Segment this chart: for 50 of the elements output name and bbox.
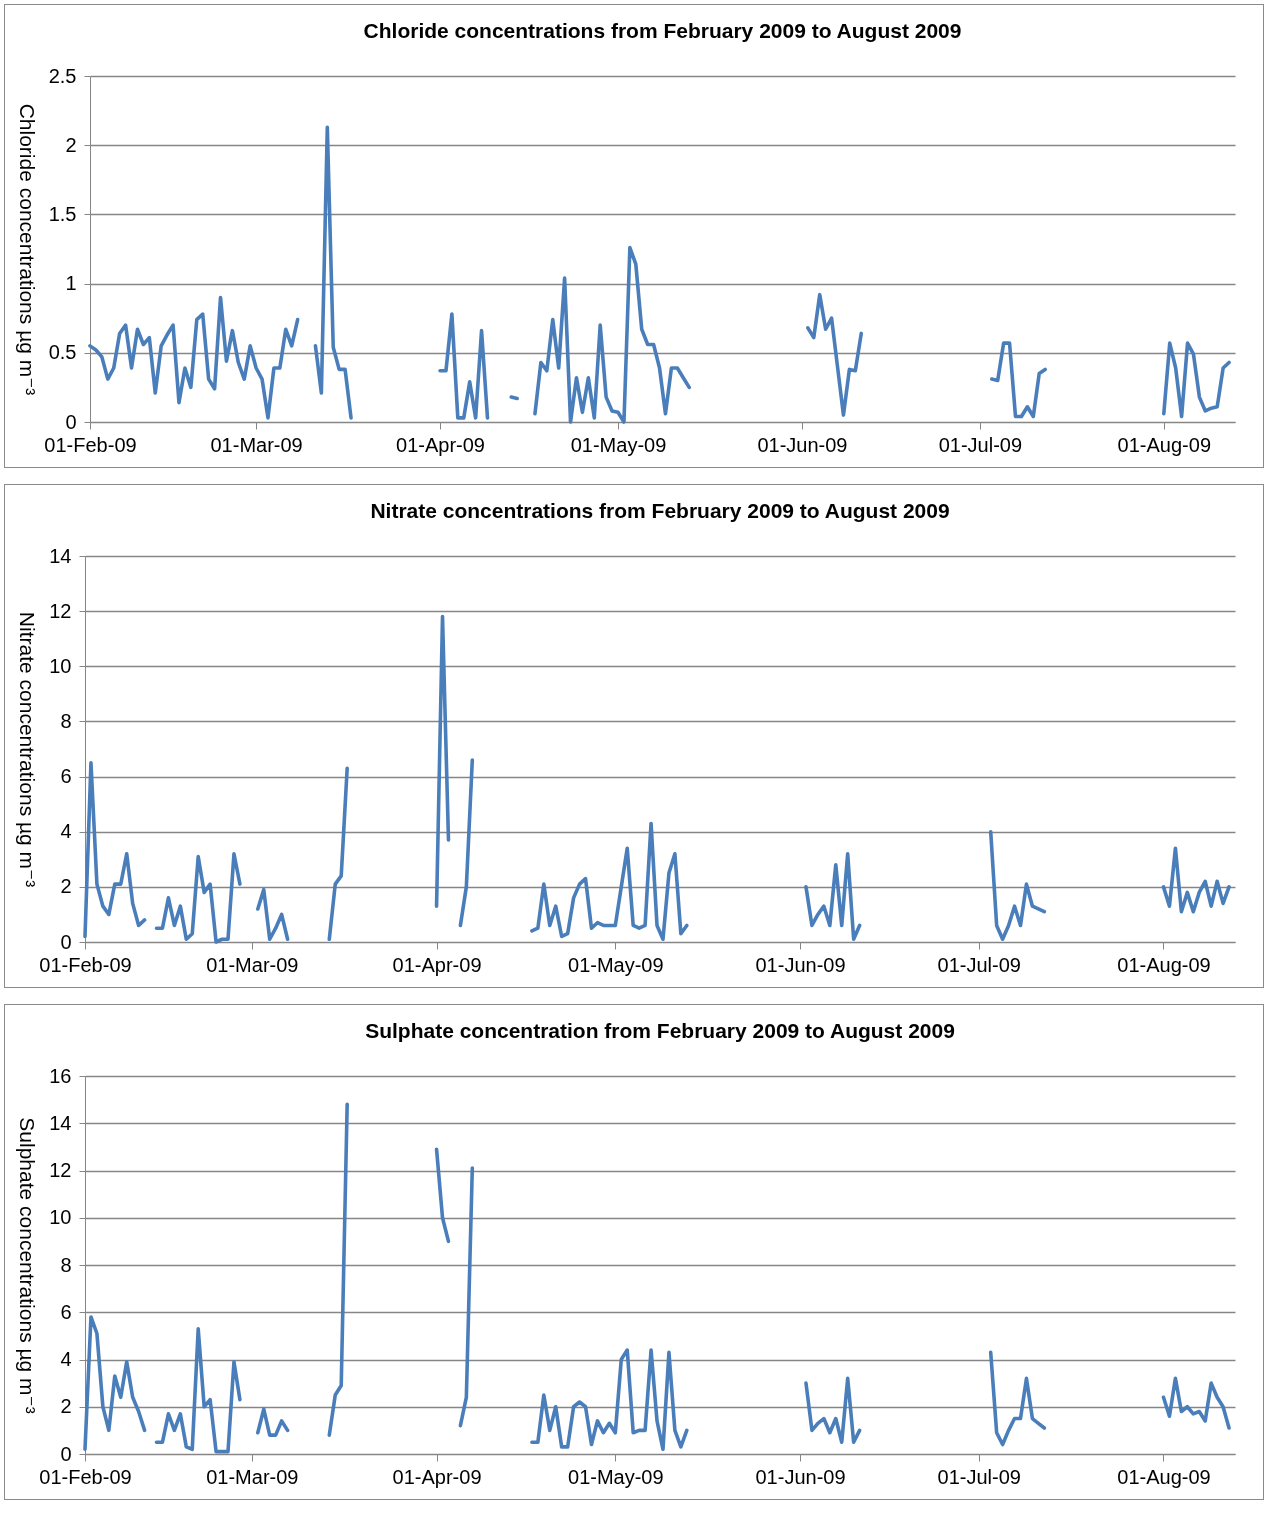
x-tick-label: 01-Apr-09 <box>396 433 485 456</box>
y-tick-label: 12 <box>49 1159 72 1181</box>
x-tick-label: 01-Mar-09 <box>206 1465 299 1488</box>
x-tick-label: 01-Apr-09 <box>392 953 482 976</box>
chart-title: Sulphate concentration from February 2009 to August 2009 <box>365 1019 955 1042</box>
y-axis-title: Chloride concentrations µg m⁻³ <box>15 103 39 396</box>
y-tick-label: 2 <box>60 1395 72 1418</box>
y-tick-label: 2.5 <box>48 64 77 87</box>
y-tick-label: 0 <box>65 410 77 433</box>
y-tick-label: 4 <box>60 820 72 843</box>
x-tick-label: 01-Jun-09 <box>755 1465 846 1488</box>
y-tick-label: 6 <box>60 765 72 788</box>
y-axis-title: Nitrate concentrations µg m⁻³ <box>16 611 40 888</box>
y-tick-label: 2 <box>65 133 77 156</box>
y-tick-label: 8 <box>60 709 72 732</box>
y-tick-label: 4 <box>60 1348 72 1370</box>
x-tick-label: 01-Jun-09 <box>757 433 848 456</box>
x-tick-label: 01-Jul-09 <box>938 433 1023 456</box>
y-tick-label: 6 <box>60 1300 72 1323</box>
y-tick-label: 12 <box>49 599 72 622</box>
y-tick-label: 10 <box>49 1206 72 1229</box>
x-tick-label: 01-Mar-09 <box>210 433 303 456</box>
x-tick-label: 01-Mar-09 <box>206 953 299 976</box>
y-tick-label: 14 <box>49 1111 72 1134</box>
x-tick-label: 01-Aug-09 <box>1117 1465 1211 1488</box>
x-tick-label: 01-Feb-09 <box>39 1465 132 1488</box>
chart-title: Nitrate concentrations from February 2009 to August 2009 <box>370 499 950 522</box>
x-tick-label: 01-Jul-09 <box>937 1465 1021 1488</box>
x-tick-label: 01-Feb-09 <box>44 433 137 456</box>
y-tick-label: 1 <box>65 272 77 295</box>
x-tick-label: 01-Apr-09 <box>392 1465 482 1488</box>
x-tick-label: 01-Feb-09 <box>39 953 132 976</box>
y-axis-title: Sulphate concentrations µg m⁻³ <box>16 1117 40 1414</box>
chart-title: Chloride concentrations from February 2009 to August 2009 <box>363 19 962 42</box>
x-tick-label: 01-May-09 <box>570 433 667 456</box>
y-tick-label: 10 <box>49 654 72 677</box>
x-tick-label: 01-Jul-09 <box>937 953 1021 976</box>
x-tick-label: 01-May-09 <box>568 1465 664 1488</box>
x-tick-label: 01-Aug-09 <box>1117 953 1211 976</box>
y-tick-label: 0.5 <box>48 341 77 364</box>
y-tick-label: 14 <box>49 544 72 567</box>
y-tick-label: 1.5 <box>48 202 77 225</box>
y-tick-label: 2 <box>60 875 72 898</box>
y-tick-label: 16 <box>49 1064 72 1087</box>
x-tick-label: 01-Jun-09 <box>755 953 846 976</box>
x-tick-label: 01-May-09 <box>568 953 664 976</box>
y-tick-label: 0 <box>60 1442 72 1465</box>
y-tick-label: 8 <box>60 1253 72 1276</box>
x-tick-label: 01-Aug-09 <box>1117 433 1212 456</box>
y-tick-label: 0 <box>60 930 72 953</box>
